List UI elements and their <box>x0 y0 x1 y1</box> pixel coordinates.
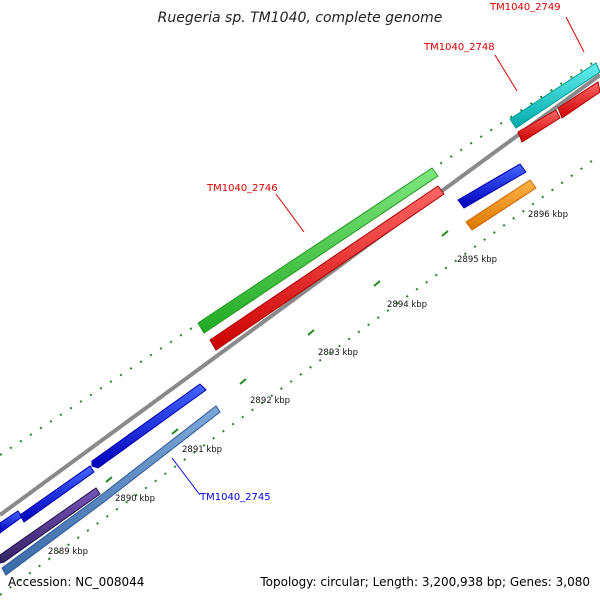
scale-labels: 2889 kbp 2890 kbp 2891 kbp 2892 kbp 2893… <box>48 210 568 557</box>
gene-red-cds-1[interactable] <box>209 185 445 351</box>
genome-backbone <box>0 73 600 517</box>
scale-label-2889: 2889 kbp <box>48 547 88 557</box>
forward-genes[interactable] <box>0 62 600 534</box>
gene-label-2746: TM1040_2746 <box>206 183 278 194</box>
leader-2745 <box>171 457 201 496</box>
scale-label-2892: 2892 kbp <box>250 396 290 406</box>
gene-blue-2[interactable] <box>19 465 95 523</box>
gene-label-2748: TM1040_2748 <box>423 42 495 53</box>
gene-blue-3[interactable] <box>91 383 207 469</box>
gene-blue-4[interactable] <box>457 163 527 209</box>
gene-callouts: TM1040_2749 TM1040_2748 TM1040_2746 TM10… <box>171 2 585 503</box>
major-ticks <box>37 190 523 532</box>
map-title: Ruegeria sp. TM1040, complete genome <box>157 10 443 26</box>
genome-summary-footer: Topology: circular; Length: 3,200,938 bp… <box>260 575 590 589</box>
scale-label-2896: 2896 kbp <box>528 210 568 220</box>
leader-2746 <box>275 193 305 233</box>
gene-label-2749: TM1040_2749 <box>489 2 561 13</box>
gene-red-cds-2748b[interactable] <box>557 81 600 119</box>
gene-purple[interactable] <box>0 487 101 564</box>
leader-2749 <box>565 16 585 53</box>
gene-green-2746[interactable] <box>197 167 439 334</box>
gene-blue-1[interactable] <box>0 510 23 534</box>
reverse-genes[interactable] <box>0 81 600 576</box>
scale-label-2895: 2895 kbp <box>457 255 497 265</box>
scale-label-2891: 2891 kbp <box>182 445 222 455</box>
scale-label-2890: 2890 kbp <box>115 494 155 504</box>
leader-2748 <box>494 54 518 92</box>
scale-label-2894: 2894 kbp <box>387 300 427 310</box>
gene-orange[interactable] <box>465 179 537 231</box>
gene-cyan-2749[interactable] <box>509 62 600 129</box>
gene-label-2745: TM1040_2745 <box>199 492 271 503</box>
gene-red-cds-2748a[interactable] <box>517 109 561 143</box>
inner-tick-track <box>0 154 600 596</box>
accession-footer: Accession: NC_008044 <box>8 575 145 589</box>
gene-steel-2745[interactable] <box>1 405 221 576</box>
scale-label-2893: 2893 kbp <box>318 348 358 358</box>
